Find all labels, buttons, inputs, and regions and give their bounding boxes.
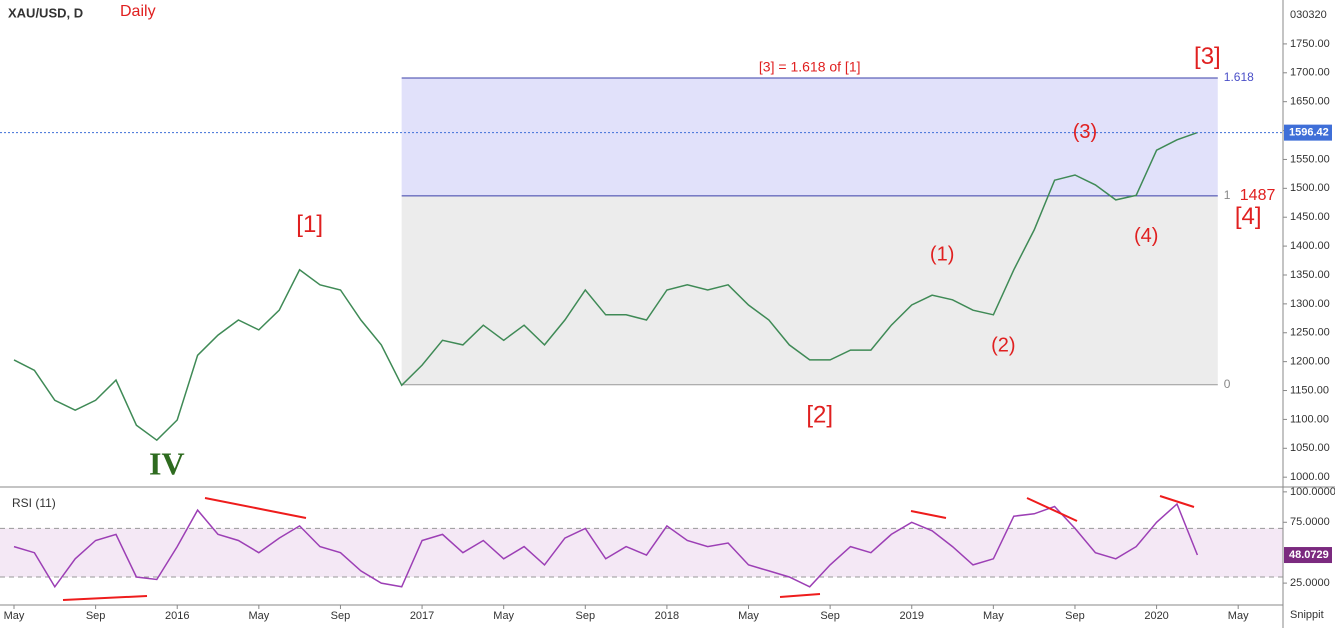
fib-zone-upper [401,77,1218,196]
last-price-label: 1596.42 [1289,127,1329,139]
y-tick-label: 1450.00 [1290,211,1330,223]
y-tick-label: 1750.00 [1290,38,1330,50]
wave-label: (3) [1073,121,1097,143]
y-tick-label: 1000.00 [1290,471,1330,483]
symbol-title: XAU/USD, D [8,5,83,20]
plot-layer: 0 1 1.618 1487 [3] = 1.618 of [1] 1000.00 1050… [0,38,1335,622]
divergence-lines [62,495,1195,601]
y-tick-label: 1300.00 [1290,298,1330,310]
y-tick-label: 1250.00 [1290,327,1330,339]
y-tick-label: 1100.00 [1290,413,1329,425]
timeframe: Daily [120,3,156,20]
y-tick-label: 1500.00 [1290,182,1330,194]
y-tick-label: 1700.00 [1290,67,1330,79]
x-tick-label: 2016 [165,610,189,622]
y-tick-label: 1350.00 [1290,269,1330,281]
x-tick-label: Sep [1065,610,1085,622]
x-tick-label: Sep [331,610,351,622]
wave-label: IV [149,446,185,482]
price-line [13,131,1198,442]
x-tick-label: Sep [820,610,840,622]
fib-price-label: 1487 [1240,187,1276,204]
x-tick-label: 2019 [899,610,923,622]
rsi-y-tick-label: 100.0000 [1290,486,1335,498]
x-tick-label: 2017 [410,610,434,622]
x-tick-label: May [4,610,25,622]
last-price-box [1284,124,1332,141]
rsi-y-tick-label: 75.0000 [1290,516,1330,528]
wave-label: (2) [991,334,1015,356]
x-tick-label: Sep [86,610,106,622]
rsi-title: RSI (11) [12,496,56,510]
fib-level-label: 0 [1224,377,1231,391]
fib-level-label: 1.618 [1224,70,1254,84]
wave-label: [2] [806,401,833,428]
y-tick-label: 1550.00 [1290,153,1330,165]
wave-label: [3] [1194,43,1221,70]
y-tick-label: 1650.00 [1290,96,1330,108]
divergence-line [62,595,148,601]
footer: Snippit [1290,609,1324,621]
y-tick-label: 1400.00 [1290,240,1330,252]
wave-label: [1] [296,211,323,238]
x-tick-label: May [1228,610,1249,622]
rsi-value-label: 48.0729 [1289,549,1329,561]
divergence-line [910,510,947,519]
x-tick-label: May [738,610,759,622]
rsi-y-tick-label: 25.0000 [1290,577,1330,589]
fib-zone-lower [401,195,1218,385]
x-tick-label: May [983,610,1004,622]
x-tick-label: May [493,610,514,622]
y-tick-label: 1050.00 [1290,442,1330,454]
fib-level-label: 1 [1224,188,1231,202]
corner-text: 030320 [1290,9,1327,21]
y-tick-label: 1200.00 [1290,356,1330,368]
x-tick-label: 2018 [655,610,679,622]
x-tick-label: Sep [576,610,596,622]
wave-label: (4) [1134,225,1158,247]
x-tick-label: May [248,610,269,622]
x-tick-label: 2020 [1144,610,1168,622]
divergence-line [204,497,307,519]
divergence-line [779,593,821,598]
y-tick-label: 1150.00 [1290,384,1329,396]
wave-label: [4] [1235,203,1262,230]
rsi-value-box [1284,547,1332,564]
rsi-line [13,502,1199,589]
divergence-line [1159,495,1195,508]
fib-title: [3] = 1.618 of [1] [759,59,861,75]
wave-label: (1) [930,244,954,266]
divergence-line [1026,497,1078,522]
